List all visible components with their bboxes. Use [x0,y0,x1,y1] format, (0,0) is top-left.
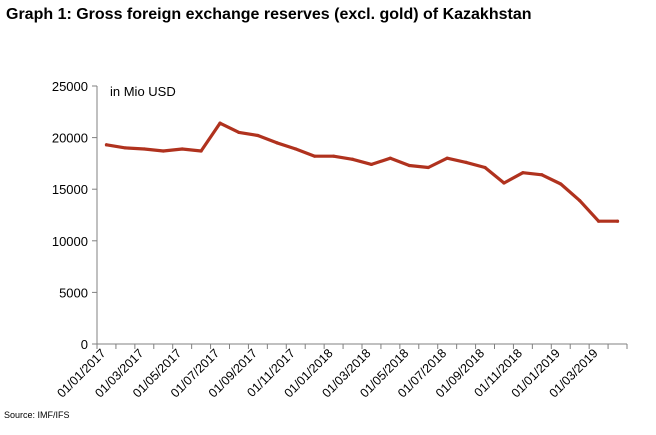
unit-label: in Mio USD [110,84,176,99]
data-point [597,219,601,223]
x-axis: 01/01/201701/03/201701/05/201701/07/2017… [54,343,628,400]
data-point [369,162,374,167]
y-tick-label: 10000 [52,234,88,249]
y-tick-label: 25000 [52,79,88,94]
data-point [559,182,563,186]
data-point [142,147,146,151]
chart-title: Graph 1: Gross foreign exchange reserves… [6,6,532,23]
data-point [104,143,109,147]
series-group [104,121,620,223]
data-point [407,163,411,168]
data-point [615,219,620,223]
data-point [199,149,203,153]
data-point [313,154,317,158]
data-point [445,156,449,160]
y-axis: 0 5000 10000 15000 20000 25000 [52,79,98,352]
data-point [578,198,582,203]
y-tick-label: 20000 [52,131,88,146]
series-line [104,121,620,223]
data-point [275,141,279,145]
data-point [502,181,506,185]
data-point [161,149,165,153]
data-point [521,171,525,175]
data-point [464,160,468,164]
source-note: Source: IMF/IFS [4,410,70,420]
data-point [388,156,392,160]
data-point [483,165,487,170]
data-point [123,146,127,150]
data-point [237,130,241,135]
y-tick-label: 0 [81,337,88,352]
data-point [540,173,544,177]
y-tick-label: 15000 [52,182,88,197]
data-point [180,147,184,151]
data-point [350,157,355,161]
data-point [332,154,336,158]
data-point [426,165,430,170]
y-tick-label: 5000 [59,285,88,300]
data-point [218,121,222,125]
data-point [294,147,298,151]
data-point [256,133,260,138]
